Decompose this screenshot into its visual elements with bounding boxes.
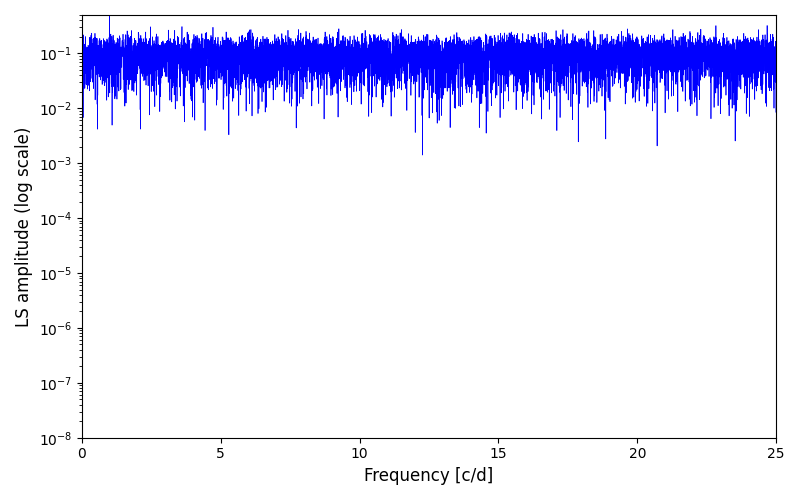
X-axis label: Frequency [c/d]: Frequency [c/d]	[364, 467, 494, 485]
Y-axis label: LS amplitude (log scale): LS amplitude (log scale)	[15, 126, 33, 326]
